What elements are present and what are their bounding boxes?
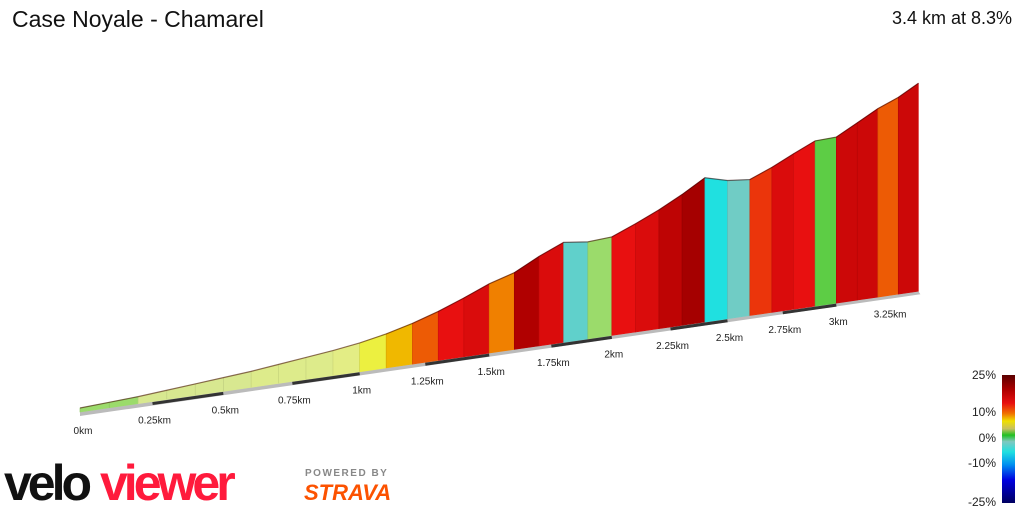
veloviewer-logo: velo viewer bbox=[4, 455, 239, 508]
gradient-segment bbox=[771, 153, 794, 313]
legend-label: -25% bbox=[967, 495, 996, 509]
distance-band bbox=[152, 391, 224, 406]
x-tick-label: 2km bbox=[604, 349, 623, 360]
distance-band bbox=[551, 335, 613, 348]
x-tick-label: 0.5km bbox=[212, 405, 239, 416]
gradient-legend: 25% 10% 0% -10% -25% bbox=[950, 368, 1024, 512]
x-tick-label: 1km bbox=[352, 386, 371, 397]
strava-logo: STRAVA bbox=[304, 480, 392, 505]
distance-band bbox=[425, 353, 490, 366]
gradient-segment bbox=[305, 350, 334, 380]
gradient-segment bbox=[611, 223, 636, 336]
gradient-segment bbox=[635, 209, 660, 333]
gradient-segment bbox=[727, 179, 751, 320]
gradient-segment bbox=[835, 122, 858, 304]
gradient-segment bbox=[856, 108, 879, 301]
x-tick-label: 1.5km bbox=[478, 367, 505, 378]
gradient-segment bbox=[463, 283, 490, 358]
gradient-segment bbox=[897, 82, 919, 295]
x-tick-label: 1.75km bbox=[537, 358, 570, 369]
logo-viewer: viewer bbox=[100, 455, 235, 508]
gradient-segment bbox=[359, 333, 387, 373]
gradient-segment bbox=[814, 136, 837, 307]
legend-label: -10% bbox=[967, 456, 996, 470]
distance-band bbox=[292, 372, 360, 385]
x-tick-label: 0.75km bbox=[278, 395, 311, 406]
logo-velo: velo bbox=[4, 455, 91, 508]
gradient-segment bbox=[437, 297, 465, 361]
x-tick-label: 1.25km bbox=[411, 376, 444, 387]
segment-summary: 3.4 km at 8.3% bbox=[891, 8, 1012, 28]
gradient-segment bbox=[877, 96, 899, 298]
legend-label: 25% bbox=[971, 368, 996, 382]
x-tick-label: 0.25km bbox=[138, 416, 171, 427]
gradient-segment bbox=[385, 322, 413, 369]
gradient-segment bbox=[658, 193, 683, 329]
gradient-segment bbox=[538, 241, 564, 347]
gradient-segment bbox=[412, 310, 439, 365]
powered-by-text: POWERED BY bbox=[305, 468, 389, 479]
x-tick-label: 3km bbox=[829, 317, 848, 328]
profile-top-edge bbox=[79, 82, 919, 409]
gradient-segment bbox=[793, 140, 816, 310]
x-tick-label: 2.25km bbox=[656, 341, 689, 352]
gradient-segment bbox=[488, 272, 515, 354]
gradient-segment bbox=[704, 177, 728, 323]
x-tick-label: 0km bbox=[74, 426, 93, 437]
legend-label: 0% bbox=[978, 431, 996, 445]
gradient-segment bbox=[749, 166, 773, 316]
x-tick-label: 3.25km bbox=[874, 310, 907, 321]
distance-band bbox=[782, 303, 837, 315]
gradient-color-bar bbox=[1002, 375, 1015, 503]
segment-title: Case Noyale - Chamarel bbox=[12, 6, 264, 32]
x-tick-label: 2.75km bbox=[768, 325, 801, 336]
gradient-segment bbox=[681, 177, 706, 326]
legend-label: 10% bbox=[971, 405, 996, 419]
gradient-segment bbox=[587, 236, 613, 340]
distance-band bbox=[670, 319, 728, 331]
x-tick-label: 2.5km bbox=[716, 333, 743, 344]
gradient-segment bbox=[563, 241, 589, 343]
gradient-segment bbox=[332, 342, 361, 376]
